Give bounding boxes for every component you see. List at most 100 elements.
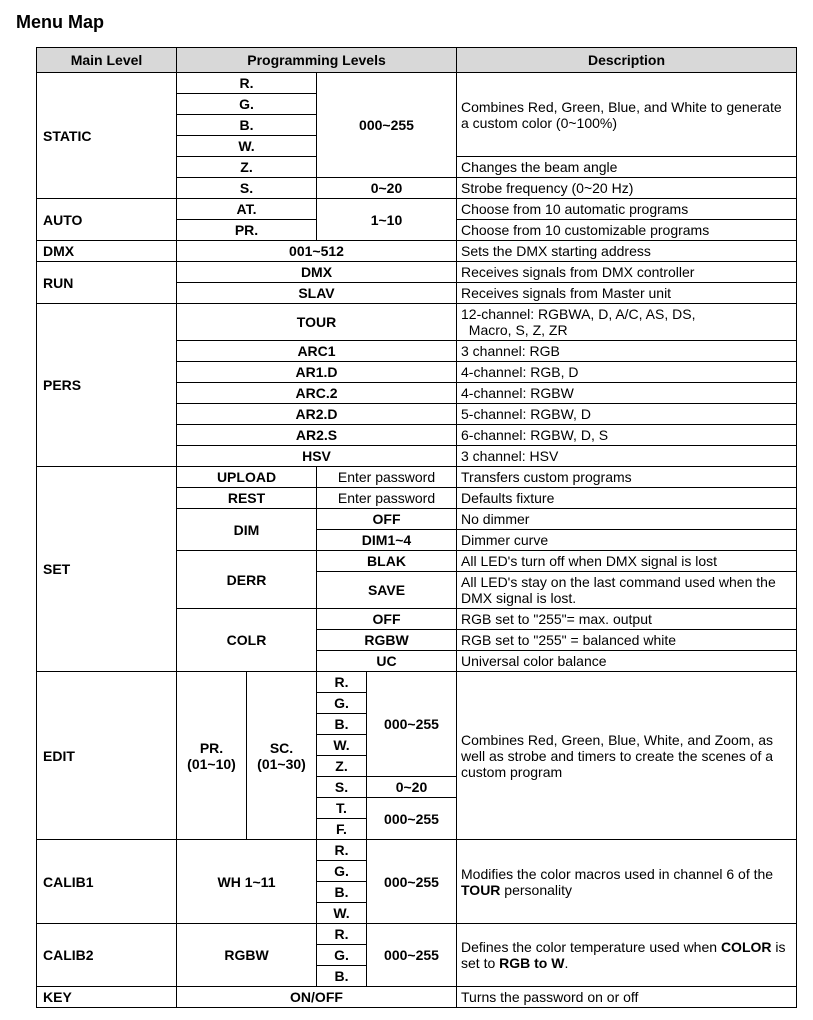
- edit-w: W.: [317, 735, 367, 756]
- calib1-range: 000~255: [367, 840, 457, 924]
- static-label: STATIC: [37, 73, 177, 199]
- dmx-label: DMX: [37, 241, 177, 262]
- edit-sc-lbl: SC.: [270, 740, 293, 756]
- edit-g: G.: [317, 693, 367, 714]
- calib2-rgbw: RGBW: [177, 924, 317, 987]
- calib1-wh: WH 1~11: [177, 840, 317, 924]
- set-dim-off-desc: No dimmer: [457, 509, 797, 530]
- run-desc1: Receives signals from DMX controller: [457, 262, 797, 283]
- pers-ar1d-desc: 4-channel: RGB, D: [457, 362, 797, 383]
- set-dim14: DIM1~4: [317, 530, 457, 551]
- pers-tour: TOUR: [177, 304, 457, 341]
- run-slav: SLAV: [177, 283, 457, 304]
- set-upload: UPLOAD: [177, 467, 317, 488]
- calib2-desc-a: Defines the color temperature used when: [461, 939, 721, 955]
- pers-hsv: HSV: [177, 446, 457, 467]
- pers-hsv-desc: 3 channel: HSV: [457, 446, 797, 467]
- edit-r: R.: [317, 672, 367, 693]
- pers-arc2-desc: 4-channel: RGBW: [457, 383, 797, 404]
- edit-range1: 000~255: [367, 672, 457, 777]
- pers-ar2s: AR2.S: [177, 425, 457, 446]
- edit-sc: SC. (01~30): [247, 672, 317, 840]
- static-z: Z.: [177, 157, 317, 178]
- key-label: KEY: [37, 987, 177, 1008]
- pers-ar2d: AR2.D: [177, 404, 457, 425]
- header-desc: Description: [457, 48, 797, 73]
- set-dim-off: OFF: [317, 509, 457, 530]
- set-blak: BLAK: [317, 551, 457, 572]
- static-s: S.: [177, 178, 317, 199]
- calib1-g: G.: [317, 861, 367, 882]
- set-derr: DERR: [177, 551, 317, 609]
- edit-z: Z.: [317, 756, 367, 777]
- set-upload-pw: Enter password: [317, 467, 457, 488]
- static-desc3: Strobe frequency (0~20 Hz): [457, 178, 797, 199]
- auto-desc2: Choose from 10 customizable programs: [457, 220, 797, 241]
- pers-tour-desc-b: Macro, S, Z, ZR: [469, 322, 568, 338]
- edit-desc: Combines Red, Green, Blue, White, and Zo…: [457, 672, 797, 840]
- set-colr-off: OFF: [317, 609, 457, 630]
- set-colr-uc-desc: Universal color balance: [457, 651, 797, 672]
- edit-f: F.: [317, 819, 367, 840]
- edit-range2: 000~255: [367, 798, 457, 840]
- calib2-desc-e: .: [564, 955, 568, 971]
- calib1-desc-c: personality: [500, 882, 572, 898]
- set-colr-rgbw: RGBW: [317, 630, 457, 651]
- set-blak-desc: All LED's turn off when DMX signal is lo…: [457, 551, 797, 572]
- static-range: 000~255: [317, 73, 457, 178]
- page-title: Menu Map: [16, 12, 797, 33]
- edit-pr-lbl: PR.: [200, 740, 223, 756]
- set-colr-rgbw-desc: RGB set to "255" = balanced white: [457, 630, 797, 651]
- set-rest-pw: Enter password: [317, 488, 457, 509]
- key-onoff: ON/OFF: [177, 987, 457, 1008]
- static-srange: 0~20: [317, 178, 457, 199]
- calib2-r: R.: [317, 924, 367, 945]
- calib2-range: 000~255: [367, 924, 457, 987]
- set-colr: COLR: [177, 609, 317, 672]
- pers-tour-desc-a: 12-channel: RGBWA, D, A/C, AS, DS,: [461, 306, 695, 322]
- calib1-label: CALIB1: [37, 840, 177, 924]
- calib1-w: W.: [317, 903, 367, 924]
- set-dim: DIM: [177, 509, 317, 551]
- run-label: RUN: [37, 262, 177, 304]
- calib1-desc-a: Modifies the color macros used in channe…: [461, 866, 773, 882]
- set-colr-uc: UC: [317, 651, 457, 672]
- set-save-desc: All LED's stay on the last command used …: [457, 572, 797, 609]
- static-desc1: Combines Red, Green, Blue, and White to …: [457, 73, 797, 157]
- auto-desc1: Choose from 10 automatic programs: [457, 199, 797, 220]
- calib2-desc-d: RGB to W: [499, 955, 564, 971]
- static-desc2: Changes the beam angle: [457, 157, 797, 178]
- auto-range: 1~10: [317, 199, 457, 241]
- calib2-desc: Defines the color temperature used when …: [457, 924, 797, 987]
- calib2-g: G.: [317, 945, 367, 966]
- calib2-desc-b: COLOR: [721, 939, 772, 955]
- pers-ar1d: AR1.D: [177, 362, 457, 383]
- calib1-b: B.: [317, 882, 367, 903]
- run-dmx: DMX: [177, 262, 457, 283]
- calib2-b: B.: [317, 966, 367, 987]
- set-rest-desc: Defaults fixture: [457, 488, 797, 509]
- pers-ar2s-desc: 6-channel: RGBW, D, S: [457, 425, 797, 446]
- set-dim14-desc: Dimmer curve: [457, 530, 797, 551]
- static-g: G.: [177, 94, 317, 115]
- auto-pr: PR.: [177, 220, 317, 241]
- set-save: SAVE: [317, 572, 457, 609]
- pers-arc2: ARC.2: [177, 383, 457, 404]
- calib1-desc: Modifies the color macros used in channe…: [457, 840, 797, 924]
- menu-map-table: Main Level Programming Levels Descriptio…: [36, 47, 797, 1008]
- edit-t: T.: [317, 798, 367, 819]
- auto-at: AT.: [177, 199, 317, 220]
- pers-tour-desc: 12-channel: RGBWA, D, A/C, AS, DS, Macro…: [457, 304, 797, 341]
- run-desc2: Receives signals from Master unit: [457, 283, 797, 304]
- static-b: B.: [177, 115, 317, 136]
- set-label: SET: [37, 467, 177, 672]
- pers-label: PERS: [37, 304, 177, 467]
- dmx-desc: Sets the DMX starting address: [457, 241, 797, 262]
- set-colr-off-desc: RGB set to "255"= max. output: [457, 609, 797, 630]
- edit-sc-rng: (01~30): [257, 756, 306, 772]
- edit-label: EDIT: [37, 672, 177, 840]
- set-upload-desc: Transfers custom programs: [457, 467, 797, 488]
- pers-arc1-desc: 3 channel: RGB: [457, 341, 797, 362]
- edit-pr-rng: (01~10): [187, 756, 236, 772]
- edit-s: S.: [317, 777, 367, 798]
